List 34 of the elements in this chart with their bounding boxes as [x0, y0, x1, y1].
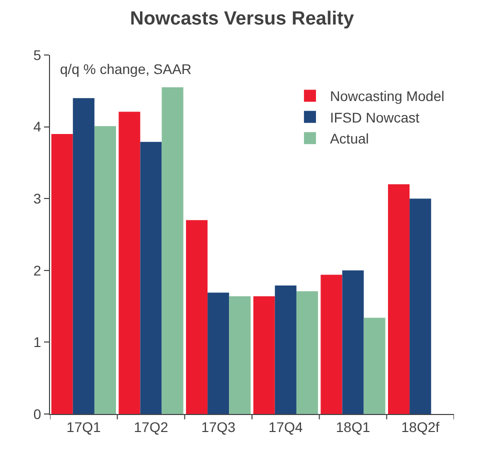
bar: [320, 274, 342, 414]
y-tick-label: 3: [33, 190, 42, 206]
bar: [94, 126, 116, 414]
x-tick-label: 17Q1: [66, 418, 102, 435]
bar: [342, 270, 364, 414]
y-tick-label: 2: [33, 262, 42, 278]
y-tick-label: 1: [33, 334, 42, 350]
bar: [410, 198, 432, 414]
bar: [186, 220, 208, 414]
legend-label: Nowcasting Model: [330, 88, 444, 104]
bar: [388, 184, 410, 414]
bar: [140, 142, 162, 414]
x-tick-label: 17Q4: [268, 418, 304, 435]
legend-label: IFSD Nowcast: [330, 109, 420, 126]
x-tick-label: 18Q1: [336, 418, 370, 435]
y-tick-label: 5: [33, 46, 42, 63]
bar: [364, 318, 386, 414]
bar: [51, 134, 73, 414]
bar: [253, 296, 275, 414]
x-tick-label: 17Q2: [134, 418, 168, 435]
bar: [118, 112, 140, 414]
x-tick-label: 17Q3: [201, 418, 236, 435]
bar: [296, 291, 318, 414]
bar: [208, 292, 230, 414]
x-tick-label: 18Q2f: [401, 418, 440, 435]
bar: [162, 87, 184, 414]
annotation: q/q % change, SAAR: [60, 61, 192, 77]
y-tick-label: 0: [33, 406, 42, 422]
bar: [229, 296, 251, 414]
bar: [72, 98, 94, 414]
legend-label: Actual: [330, 130, 369, 147]
y-tick-label: 4: [33, 118, 42, 135]
bar: [274, 285, 296, 414]
chart-title: Nowcasts Versus Reality: [130, 8, 354, 30]
